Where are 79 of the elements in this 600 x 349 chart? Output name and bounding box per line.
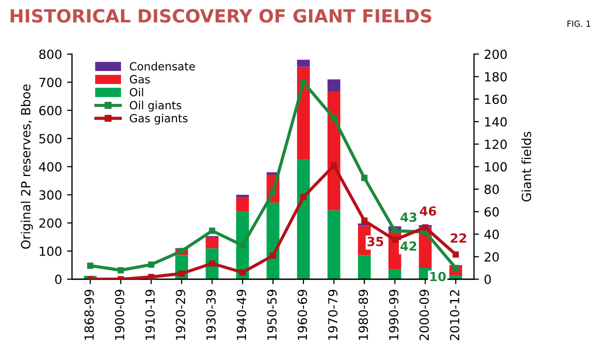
y-tick-label: 600 — [39, 106, 62, 116]
y2-tick-label: 120 — [485, 140, 507, 150]
point — [239, 269, 246, 276]
legend-label: Condensate — [130, 62, 195, 70]
x-tick-label: 1920-29 — [176, 290, 186, 340]
point — [392, 236, 398, 243]
data-label: 35 — [368, 236, 384, 246]
point — [208, 260, 216, 267]
x-tick-label: 1868-99 — [84, 290, 94, 340]
data-label: 10 — [430, 272, 446, 282]
point — [270, 252, 276, 259]
y2-tick-label: 200 — [484, 50, 507, 60]
y-tick-label: 700 — [39, 78, 62, 88]
legend-label: Oil — [130, 88, 144, 96]
y-tick-label: 400 — [39, 162, 62, 172]
x-tick-label: 1980-89 — [358, 290, 368, 340]
y-tick-label: 800 — [39, 50, 62, 60]
legend-label: Gas — [130, 75, 150, 84]
point — [452, 251, 459, 258]
y2-tick-label: 20 — [484, 252, 499, 262]
point — [148, 261, 154, 268]
data-label: 46 — [420, 206, 436, 216]
y2-tick-label: 160 — [485, 94, 507, 104]
data-label: 43 — [400, 212, 416, 222]
point — [148, 274, 154, 280]
bar — [236, 197, 249, 212]
y-tick-label: 500 — [39, 134, 62, 144]
point — [270, 189, 276, 196]
point — [239, 242, 246, 249]
y-tick-label: 100 — [40, 246, 62, 256]
x-tick-label: 1990-99 — [388, 290, 398, 340]
bar — [328, 79, 340, 92]
bar — [328, 210, 340, 280]
bar — [297, 60, 310, 67]
point — [330, 115, 338, 122]
point — [361, 218, 368, 224]
x-tick-label: 1960-69 — [298, 290, 308, 340]
point — [392, 228, 398, 234]
point — [300, 79, 307, 86]
point — [300, 194, 307, 200]
x-tick-label: 1940-49 — [236, 290, 246, 340]
x-tick-label: 2000-09 — [419, 290, 429, 340]
y2-tick-label: 40 — [484, 230, 499, 240]
point — [330, 162, 338, 169]
point — [178, 270, 185, 277]
point — [208, 228, 216, 234]
x-tick-label: 1930-39 — [206, 290, 216, 340]
data-label: 22 — [450, 233, 466, 243]
bar — [358, 255, 371, 280]
x-tick-label: 1970-79 — [328, 290, 338, 340]
x-tick-label: 1910-19 — [145, 290, 155, 340]
y2-tick-label: 180 — [485, 72, 507, 82]
y2-tick-label: 0 — [484, 274, 491, 284]
chart-title: HISTORICAL DISCOVERY OF GIANT FIELDS — [10, 9, 432, 23]
bar — [297, 160, 310, 280]
point — [178, 248, 185, 254]
x-tick-label: 2010-12 — [450, 290, 460, 340]
x-tick-label: 1900-09 — [114, 290, 124, 340]
legend-label: Oil giants — [130, 100, 182, 112]
y-tick-label: 200 — [39, 218, 62, 228]
bar — [206, 238, 218, 248]
y2-tick-label: 100 — [485, 162, 507, 172]
y2-tick-label: 140 — [485, 117, 507, 127]
point — [87, 262, 94, 269]
data-label: 42 — [400, 241, 416, 251]
y-tick-label: 300 — [39, 190, 62, 200]
y2-tick-label: 80 — [484, 184, 499, 194]
y-axis-title: Original 2P reserves, Bboe — [20, 84, 33, 249]
point — [422, 224, 428, 231]
point — [361, 174, 368, 182]
y-tick-label: 0 — [55, 274, 62, 284]
caption: FIG. 1 — [568, 20, 590, 27]
legend-label: Gas giants — [130, 114, 188, 125]
bar — [236, 194, 249, 198]
x-tick-label: 1950-59 — [267, 290, 277, 340]
y2-tick-label: 60 — [484, 207, 499, 217]
y2-axis-title: Giant fields — [521, 132, 532, 202]
point — [118, 267, 124, 274]
bar — [266, 202, 280, 280]
